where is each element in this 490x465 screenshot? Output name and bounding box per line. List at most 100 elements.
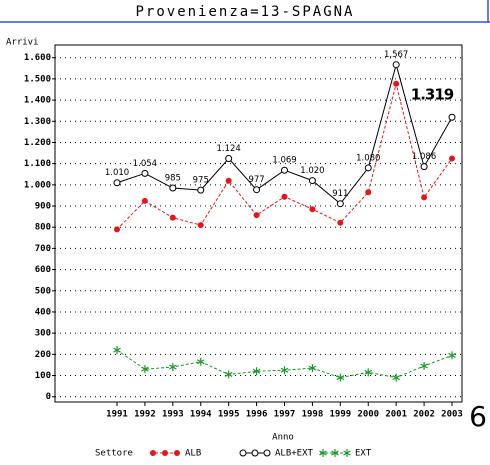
point [336, 200, 344, 208]
star-stroke [280, 367, 289, 373]
data-label: 1.567 [384, 50, 408, 60]
y-tick-label: 0 [46, 392, 51, 402]
data-label: 1.010 [105, 168, 129, 178]
point [162, 450, 168, 456]
star-stroke [448, 352, 456, 358]
star-stroke [336, 375, 345, 381]
point [253, 186, 261, 194]
data-label: 1.080 [356, 153, 380, 163]
point [281, 193, 288, 200]
point [253, 212, 260, 219]
x-axis-label: Anno [272, 433, 294, 443]
point [365, 189, 372, 196]
point [392, 373, 400, 382]
x-tick-label: 1991 [106, 410, 128, 420]
star-stroke [196, 359, 205, 365]
star-stroke [113, 347, 121, 353]
y-tick-label: 1.200 [24, 138, 51, 148]
point [343, 449, 351, 457]
point [150, 450, 156, 456]
point [114, 226, 120, 233]
point [251, 449, 259, 457]
y-tick-label: 700 [35, 244, 51, 254]
legend-label: ALB [185, 449, 201, 459]
y-tick-label: 100 [35, 371, 51, 381]
point [263, 449, 271, 457]
data-label: 1.124 [216, 144, 240, 154]
y-tick-label: 1.600 [24, 53, 51, 63]
star-stroke [169, 364, 177, 370]
star-stroke [224, 371, 233, 377]
point [331, 449, 339, 457]
legend-label: ALB+EXT [275, 449, 314, 459]
point [197, 222, 204, 229]
x-tick-label: 1998 [302, 410, 324, 420]
point [420, 163, 428, 171]
point [169, 184, 177, 192]
point [364, 368, 373, 377]
x-tick-label: 1997 [274, 410, 296, 420]
y-tick-label: 1.400 [24, 96, 51, 106]
x-tick-label: 2001 [385, 410, 407, 420]
point [141, 365, 149, 374]
data-label: 1.069 [272, 156, 296, 166]
star-stroke [364, 369, 373, 375]
x-tick-label: 2002 [413, 410, 435, 420]
y-axis-label: Arrivi [6, 38, 39, 48]
x-tick-label: 1995 [218, 410, 240, 420]
y-tick-label: 1.300 [24, 117, 51, 127]
point [364, 164, 372, 172]
point [197, 186, 205, 194]
data-label: 1.086 [412, 152, 436, 162]
point [169, 363, 177, 372]
star-stroke [331, 450, 339, 456]
point [448, 113, 456, 121]
point [448, 351, 456, 360]
data-label: 1.319 [411, 86, 454, 104]
data-label: 1.054 [133, 159, 157, 169]
point [449, 155, 455, 162]
y-tick-label: 800 [35, 223, 51, 233]
legend-label: EXT [355, 449, 372, 459]
plot-frame [54, 44, 463, 403]
y-tick-label: 600 [35, 265, 51, 275]
y-tick-label: 1.500 [24, 74, 51, 84]
point [309, 206, 316, 213]
point [280, 366, 289, 375]
data-label: 985 [165, 174, 181, 184]
y-tick-label: 1.000 [24, 180, 51, 190]
point [224, 370, 233, 379]
y-tick-label: 300 [35, 329, 51, 339]
point [113, 179, 121, 187]
point [336, 373, 345, 382]
point [225, 177, 232, 184]
point [420, 361, 428, 370]
chart-title: Provenienza=13-SPAGNA [135, 4, 354, 20]
point [196, 357, 205, 366]
point [393, 80, 400, 87]
y-tick-label: 500 [35, 286, 51, 296]
point [281, 166, 288, 174]
x-tick-label: 2003 [441, 410, 463, 420]
y-tick-label: 400 [35, 307, 51, 317]
legend-title: Settore [95, 449, 133, 459]
page-number: 6 [469, 400, 487, 433]
point [141, 197, 148, 204]
star-stroke [141, 366, 149, 372]
point [239, 449, 247, 457]
x-tick-label: 1993 [162, 410, 184, 420]
point [252, 367, 261, 376]
x-tick-label: 1994 [190, 410, 212, 420]
x-tick-label: 1996 [246, 410, 268, 420]
star-stroke [392, 375, 400, 381]
point [174, 450, 180, 456]
x-tick-label: 1992 [134, 410, 156, 420]
point [225, 155, 233, 163]
y-tick-label: 200 [35, 350, 51, 360]
point [337, 219, 344, 226]
data-label: 975 [193, 176, 209, 186]
star-stroke [343, 450, 351, 456]
point [113, 346, 121, 355]
y-tick-label: 1.100 [24, 159, 51, 169]
